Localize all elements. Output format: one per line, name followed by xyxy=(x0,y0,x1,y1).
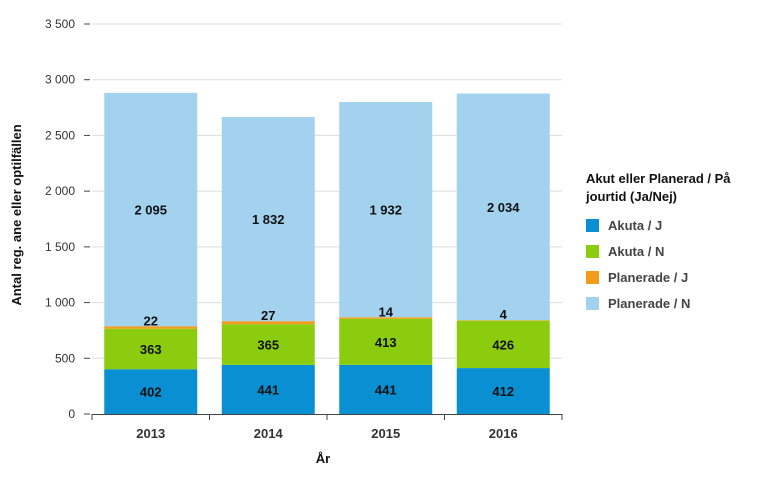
bar-segment xyxy=(221,324,315,365)
bar-segment xyxy=(339,364,433,414)
data-label: 363 xyxy=(140,342,162,357)
x-axis: 2013 2014 2015 2016 xyxy=(91,414,563,441)
y-tick-label: 2 000 xyxy=(45,184,75,198)
bar-segment xyxy=(221,321,315,325)
legend-item: Akuta / J xyxy=(586,212,771,238)
bar-segment xyxy=(104,92,198,327)
legend-title: Akut eller Planerad / På jourtid (Ja/Nej… xyxy=(586,171,731,204)
legend-label: Akuta / J xyxy=(608,217,663,233)
y-tick-label: 1 500 xyxy=(45,240,75,254)
legend-swatch xyxy=(586,218,599,232)
bar-segment xyxy=(221,364,315,414)
data-label: 27 xyxy=(261,308,275,323)
data-label: 2 034 xyxy=(487,200,520,215)
bar-segment xyxy=(339,317,433,319)
data-label: 426 xyxy=(492,337,514,352)
data-label: 441 xyxy=(375,382,397,397)
bar-segment xyxy=(104,369,198,414)
data-label: 1 832 xyxy=(252,212,285,227)
x-axis-title: År xyxy=(316,451,330,466)
legend-label: Planerade / N xyxy=(608,295,691,311)
y-tick-label: 3 500 xyxy=(45,17,75,31)
bar-segment xyxy=(221,117,315,322)
legend-label: Planerade / J xyxy=(608,269,689,285)
bar-segment xyxy=(339,318,433,365)
data-label: 14 xyxy=(379,304,394,319)
data-label: 4 xyxy=(500,307,508,322)
y-tick-label: 2 500 xyxy=(45,128,75,142)
legend-item: Akuta / N xyxy=(586,238,771,264)
legend-items: Akuta / J Akuta / N Planerade / J Planerade… xyxy=(586,212,771,316)
data-label: 365 xyxy=(257,338,279,353)
legend-swatch xyxy=(586,296,599,310)
data-label: 412 xyxy=(492,384,514,399)
legend-swatch xyxy=(586,270,599,284)
data-label: 2 095 xyxy=(134,203,167,218)
bar-segment xyxy=(456,93,550,321)
bar-segment xyxy=(456,368,550,414)
y-axis-title: Antal reg. ane eller optilfällen xyxy=(9,124,24,305)
data-label: 22 xyxy=(144,313,158,328)
bar-segment xyxy=(104,326,198,329)
y-tick-label: 1 000 xyxy=(45,296,75,310)
x-tick-label: 2015 xyxy=(371,426,400,441)
data-label: 441 xyxy=(257,382,279,397)
legend: Akut eller Planerad / På jourtid (Ja/Nej… xyxy=(586,170,771,316)
bar-segment xyxy=(339,102,433,318)
legend-label: Akuta / N xyxy=(608,243,665,259)
x-tick-label: 2013 xyxy=(136,426,165,441)
data-label: 413 xyxy=(375,335,397,350)
bar-segment xyxy=(104,328,198,370)
y-tick-label: 0 xyxy=(68,407,75,421)
bar-segment xyxy=(456,320,550,369)
legend-swatch xyxy=(586,244,599,258)
data-label: 1 932 xyxy=(369,203,402,218)
bars: 402 363 22 2 095 441 365 27 1 832 441 413 14 1 932 4… xyxy=(104,92,550,414)
y-tick-label: 3 000 xyxy=(45,73,75,87)
legend-item: Planerade / J xyxy=(586,264,771,290)
data-label: 402 xyxy=(140,385,162,400)
y-tick-label: 500 xyxy=(55,351,75,365)
legend-item: Planerade / N xyxy=(586,290,771,316)
x-tick-label: 2016 xyxy=(489,426,518,441)
x-tick-label: 2014 xyxy=(254,426,284,441)
y-axis: 0 500 1 000 1 500 2 000 2 500 3 000 3 500 xyxy=(45,17,90,421)
